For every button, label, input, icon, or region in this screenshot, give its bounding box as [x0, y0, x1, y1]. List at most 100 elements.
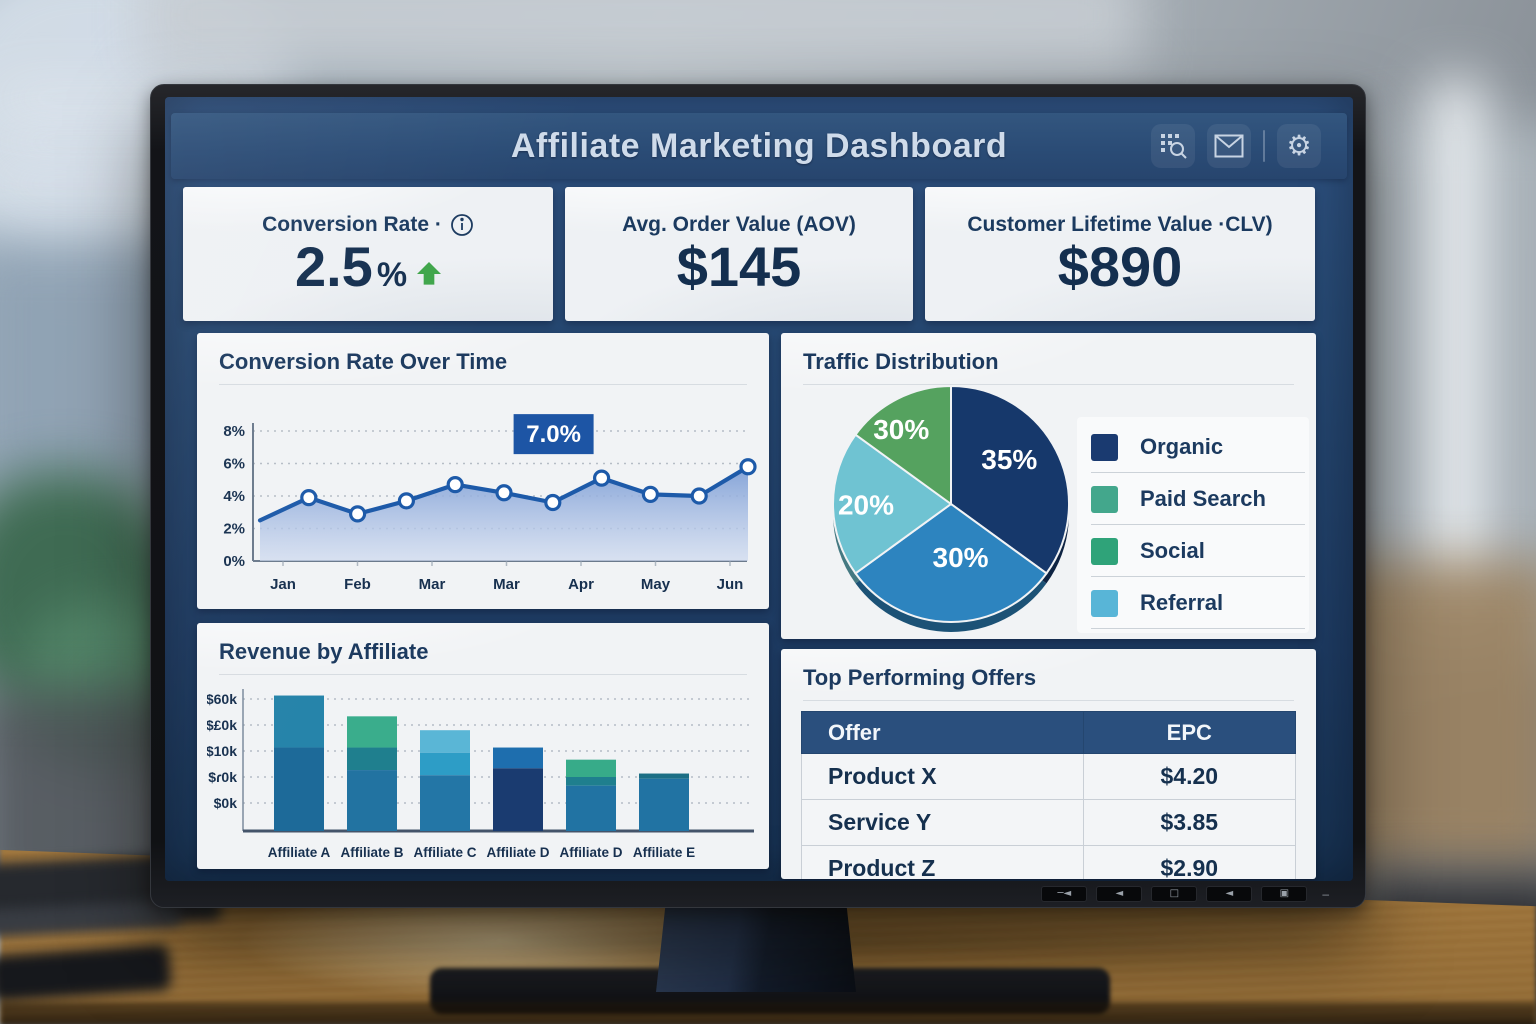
kpi-label: Conversion Rate ·	[262, 213, 474, 237]
callout-box	[513, 414, 594, 455]
panel-conversion-rate-over-time: Conversion Rate Over Time 8% 6% 4% 2% 0% Jan F…	[197, 333, 769, 609]
offer-cell: Product Z	[801, 845, 1084, 879]
data-point	[544, 493, 562, 512]
power-indicator: –	[1322, 887, 1329, 901]
ceiling-light-blur	[140, 0, 1140, 70]
settings-gear-icon[interactable]: ⚙	[1277, 124, 1321, 168]
bar-segment	[566, 777, 616, 786]
offers-table: Offer EPC Product X $4.20 Service Y $3.85 Pr…	[801, 711, 1297, 879]
offer-cell: Product X	[801, 753, 1084, 800]
bar-segment	[420, 752, 470, 776]
kpi-label-text: Customer Lifetime Value ·CLV)	[967, 213, 1273, 236]
svg-text:Apr: Apr	[568, 576, 594, 593]
svg-text:Mar: Mar	[419, 576, 446, 593]
kpi-card-aov: Avg. Order Value (AOV) $145	[565, 187, 913, 321]
svg-text:6%: 6%	[223, 456, 245, 473]
panel-title: Conversion Rate Over Time	[219, 349, 508, 374]
bar-segment	[566, 759, 616, 777]
kpi-value: $145	[677, 239, 802, 295]
desk-front-edge	[0, 1002, 1536, 1024]
legend-item-organic: Organic	[1077, 421, 1309, 473]
legend-swatch	[1091, 589, 1118, 617]
svg-text:7.0%: 7.0%	[526, 421, 581, 448]
mail-icon[interactable]	[1207, 124, 1251, 168]
svg-text:30%: 30%	[873, 414, 929, 445]
header-divider	[1263, 130, 1265, 162]
table-row: Product X $4.20	[801, 753, 1297, 800]
bar-affiliate-b	[347, 716, 397, 831]
offer-cell: Service Y	[801, 799, 1084, 846]
monitor-input-button[interactable]: ◄	[1206, 886, 1253, 902]
svg-text:$£0k: $£0k	[207, 717, 237, 733]
legend-label: Referral	[1140, 590, 1224, 615]
grid-search-icon[interactable]	[1151, 124, 1195, 168]
monitor-joystick-button[interactable]: ─◄	[1041, 886, 1088, 902]
monitor-back-button[interactable]: ◄	[1096, 886, 1143, 902]
svg-text:Jun: Jun	[717, 576, 744, 593]
svg-text:Affiliate C: Affiliate C	[413, 845, 476, 860]
panel-top-performing-offers: Top Performing Offers Offer EPC Product …	[781, 649, 1316, 879]
svg-text:8%: 8%	[223, 423, 245, 440]
svg-text:Affiliate E: Affiliate E	[633, 845, 695, 860]
dashboard-screen: Affiliate Marketing Dashboard	[165, 97, 1353, 881]
bar-segment	[420, 730, 470, 753]
svg-text:4%: 4%	[223, 488, 245, 505]
svg-text:May: May	[641, 576, 671, 593]
kpi-unit: %	[376, 256, 408, 294]
monitor: Affiliate Marketing Dashboard	[150, 84, 1366, 908]
pie-slice	[950, 384, 1070, 575]
monitor-power-button[interactable]: ▣	[1261, 886, 1308, 902]
legend-label: Social	[1140, 538, 1205, 563]
data-point	[397, 492, 415, 510]
pie-slice	[854, 502, 1048, 623]
page-title: Affiliate Marketing Dashboard	[510, 126, 1008, 165]
kpi-number: 2.5	[294, 235, 373, 298]
monitor-menu-button[interactable]: □	[1151, 886, 1198, 902]
pie-legend: Organic Paid Search Social Referral	[1077, 417, 1309, 633]
bar-segment	[493, 768, 543, 831]
kpi-number: $145	[676, 235, 802, 298]
svg-text:Affiliate B: Affiliate B	[340, 845, 403, 860]
epc-cell: $4.20	[1082, 753, 1297, 800]
pie-slice	[854, 384, 952, 506]
title-divider	[803, 384, 1294, 385]
circle-info-icon[interactable]	[450, 213, 474, 237]
kpi-card-clv: Customer Lifetime Value ·CLV) $890	[925, 187, 1315, 321]
kpi-value: $890	[1058, 239, 1183, 295]
bar-segment	[566, 785, 616, 831]
data-point	[495, 484, 513, 502]
bar-affiliate-d	[566, 759, 616, 831]
data-point	[739, 458, 757, 476]
legend-item-social: Social	[1077, 525, 1309, 577]
svg-text:Affiliate D: Affiliate D	[486, 845, 549, 860]
table-row: Service Y $3.85	[801, 799, 1297, 846]
bar-segment	[274, 695, 324, 748]
data-point	[593, 469, 611, 487]
svg-text:$10k: $10k	[207, 743, 237, 759]
legend-swatch	[1091, 537, 1118, 565]
panel-title: Traffic Distribution	[803, 349, 999, 374]
line-chart: 8% 6% 4% 2% 0% Jan Feb Mar Mar Apr May Jun 7.0%	[223, 414, 757, 593]
kpi-label-text: Conversion Rate ·	[262, 213, 442, 236]
legend-swatch	[1091, 485, 1118, 513]
panel-traffic-distribution: Traffic Distribution 35% 30% 20% 30% Organi…	[781, 333, 1316, 639]
column-header-offer: Offer	[801, 711, 1084, 754]
svg-text:$60k: $60k	[207, 691, 237, 707]
svg-text:0%: 0%	[223, 553, 245, 570]
monitor-controls: ─◄ ◄ □ ◄ ▣ –	[1041, 886, 1329, 902]
kpi-value: 2.5 %	[294, 235, 442, 298]
svg-text:Affiliate D: Affiliate D	[559, 845, 622, 860]
panel-revenue-by-affiliate: Revenue by Affiliate $60k $£0k $10k $ɾ0k $0k…	[197, 623, 769, 869]
bar-chart: $60k $£0k $10k $ɾ0k $0k Affiliate A Affiliate …	[207, 689, 754, 860]
legend-item-paid-search: Paid Search	[1077, 473, 1309, 525]
legend-label: Paid Search	[1140, 486, 1266, 511]
pie-slice	[832, 433, 953, 575]
kpi-number: $890	[1057, 235, 1183, 298]
pie-chart: 35% 30% 20% 30%	[832, 384, 1070, 632]
bar-segment	[420, 775, 470, 831]
bar-affiliate-a	[274, 695, 324, 831]
kpi-label-text: Avg. Order Value (AOV)	[622, 213, 856, 236]
legend-item-referral: Referral	[1077, 577, 1309, 629]
svg-text:Jan: Jan	[270, 576, 296, 593]
